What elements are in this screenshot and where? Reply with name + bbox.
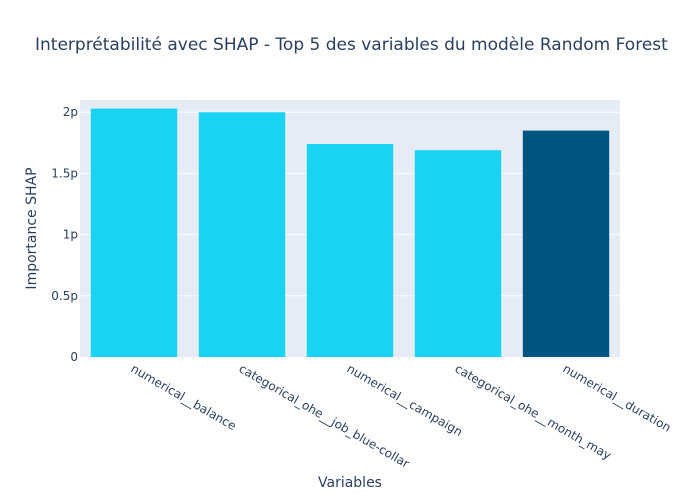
chart-title: Interprétabilité avec SHAP - Top 5 des v… [35, 35, 668, 55]
y-tick-label: 0 [70, 350, 78, 364]
x-tick-label: numerical__campaign [345, 361, 465, 439]
y-tick-label: 2p [63, 105, 78, 119]
bar-categorical_ohe__month_may[interactable] [414, 150, 502, 357]
x-tick-label: numerical__balance [129, 361, 239, 433]
y-tick-label: 1p [63, 228, 78, 242]
x-tick-label: numerical__duration [561, 361, 674, 434]
bar-numerical__campaign[interactable] [306, 144, 394, 357]
y-tick-label: 0.5p [51, 289, 78, 303]
x-axis-title: Variables [318, 475, 382, 491]
y-tick-labels: 0 0.5p 1p 1.5p 2p [51, 105, 78, 364]
bar-numerical__duration[interactable] [522, 130, 610, 357]
x-tick-labels: numerical__balancecategorical_ohe__job_b… [129, 361, 674, 470]
y-tick-label: 1.5p [51, 166, 78, 180]
y-axis-title: Importance SHAP [24, 167, 40, 289]
bar-categorical_ohe__job_blue-collar[interactable] [198, 112, 286, 357]
bar-numerical__balance[interactable] [90, 108, 178, 357]
x-tick-label: categorical_ohe__job_blue-collar [237, 361, 412, 470]
bars [90, 108, 610, 357]
